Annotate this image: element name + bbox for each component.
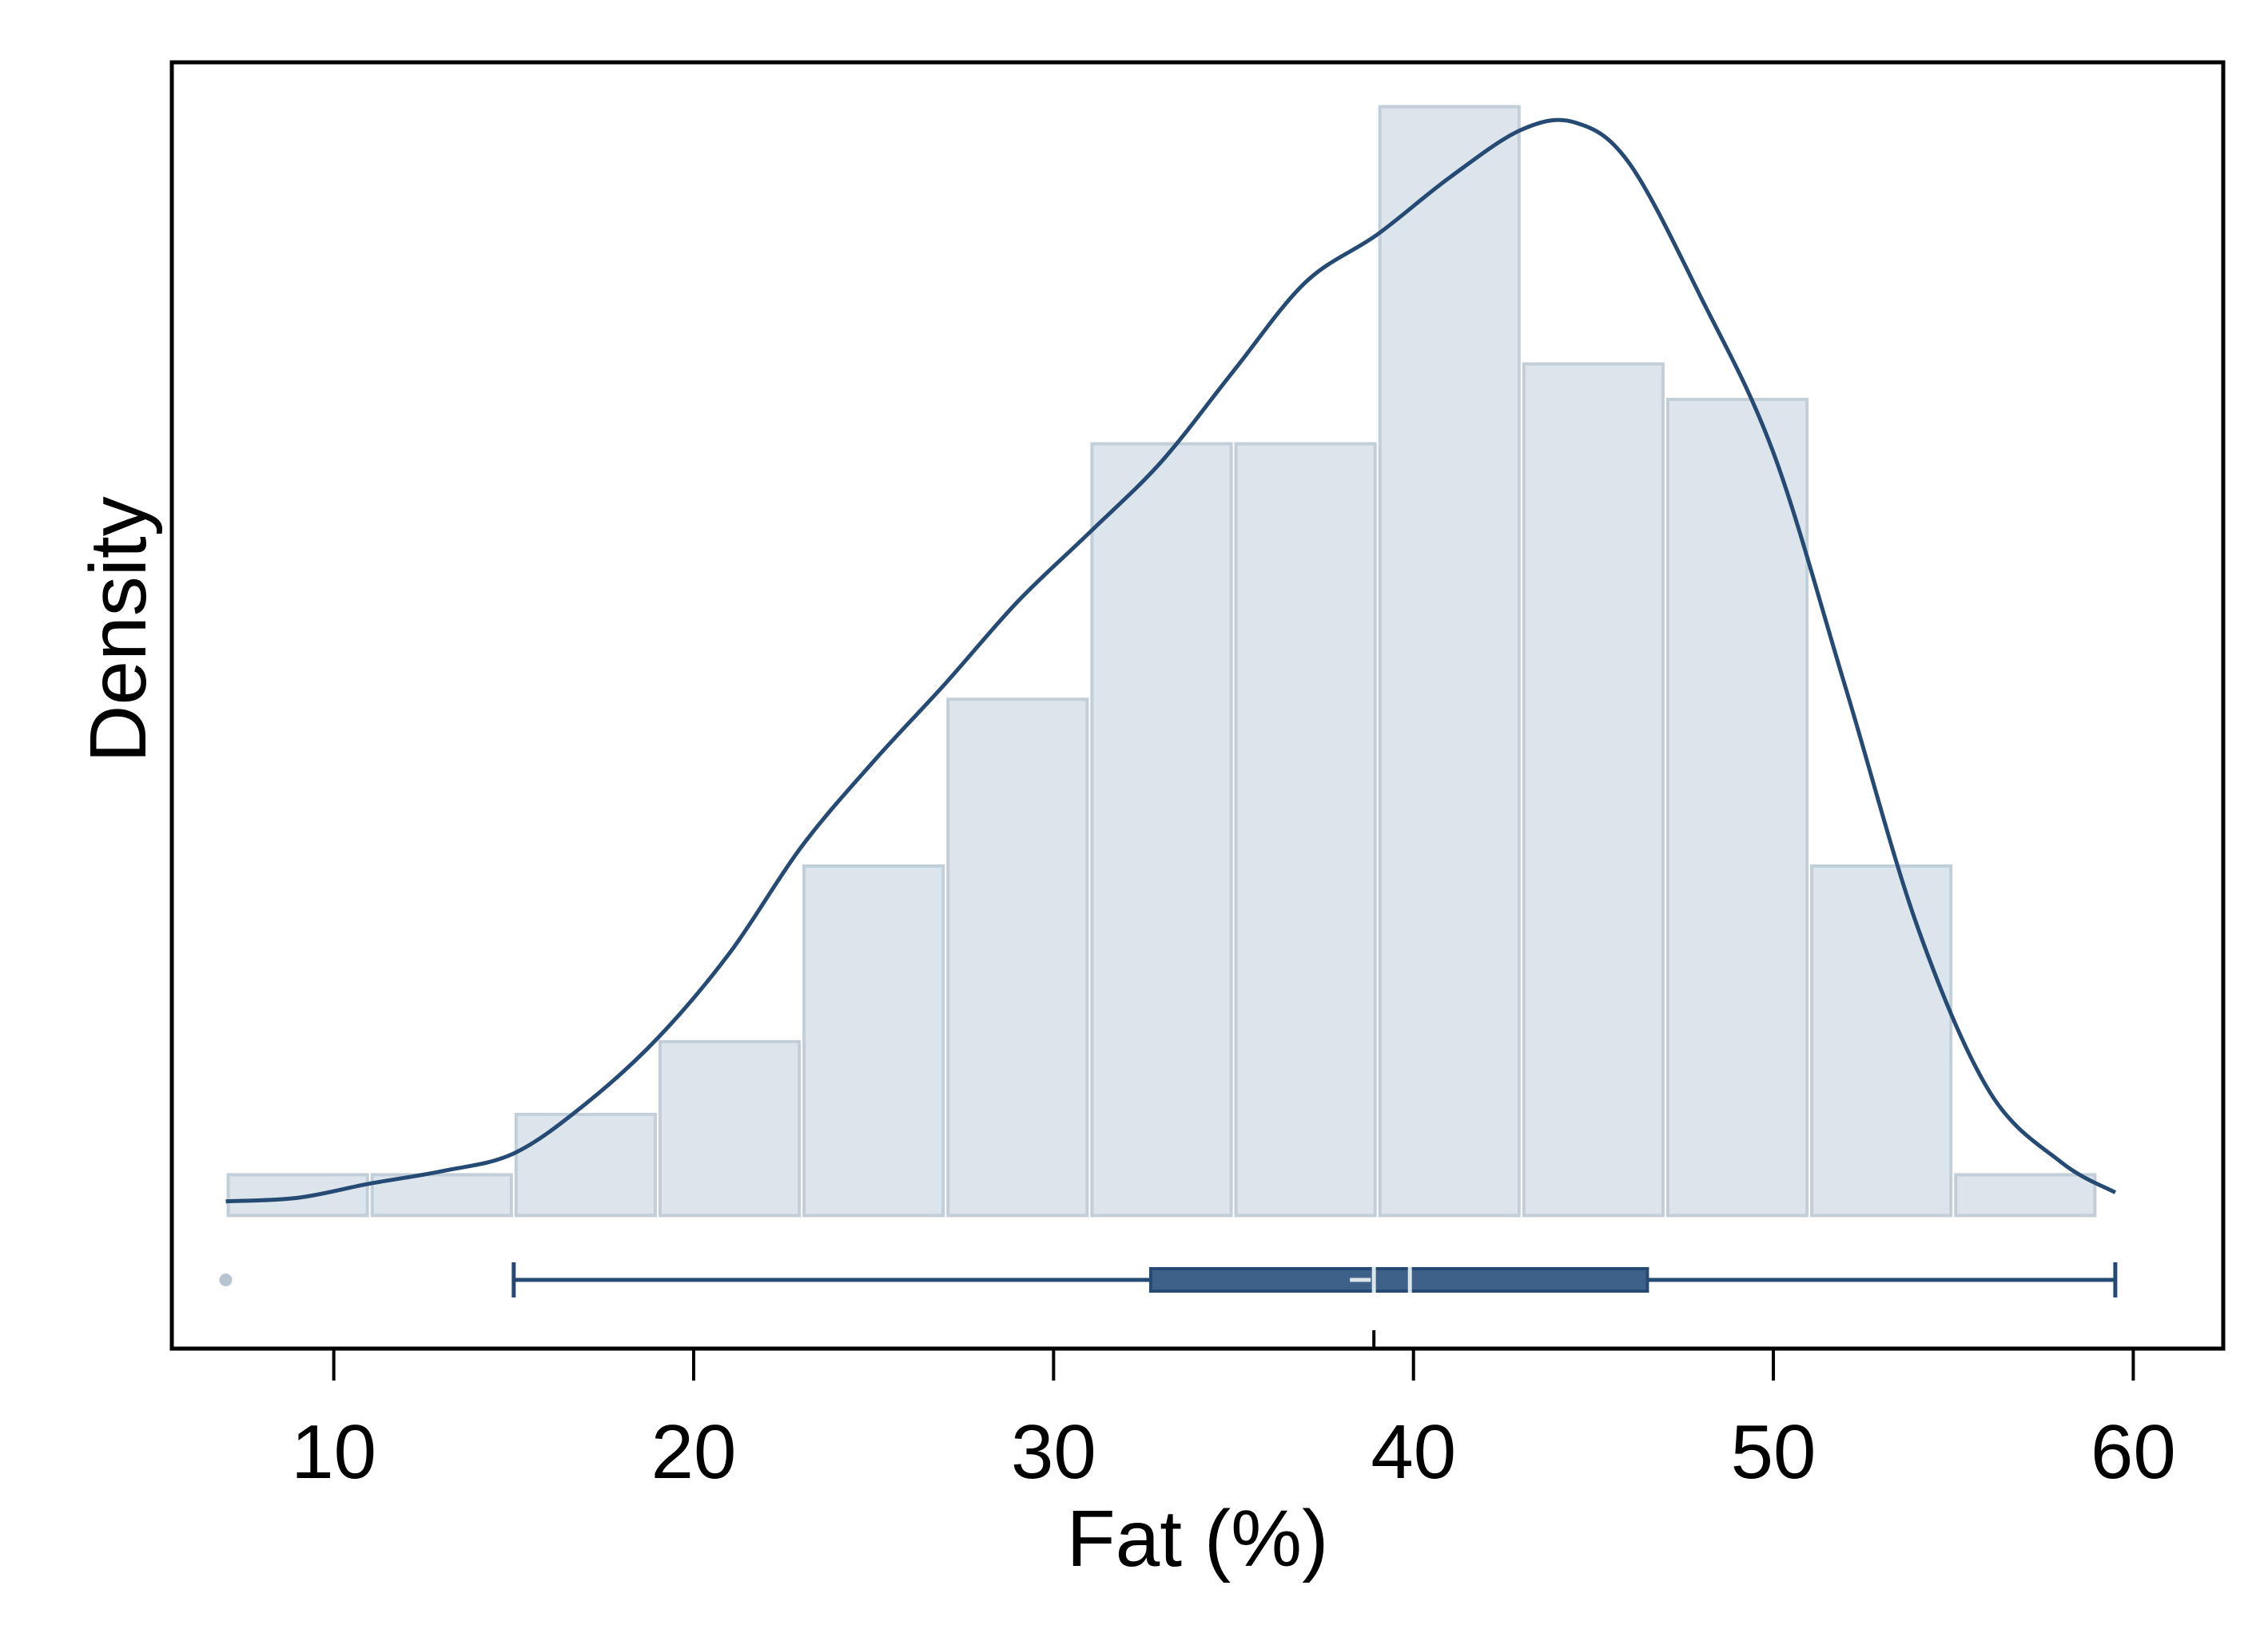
plot-frame: [169, 60, 2226, 1351]
histogram-bar: [514, 1112, 657, 1218]
histogram-bar: [1090, 442, 1233, 1218]
boxplot-box: [1148, 1267, 1649, 1293]
kde-curve: [225, 117, 2117, 1204]
histogram-bar: [1378, 105, 1521, 1218]
histogram-bar: [1522, 362, 1665, 1218]
x-tick-label: 60: [2091, 1409, 2176, 1495]
x-axis-label: Fat (%): [1067, 1494, 1329, 1583]
boxplot: [219, 1262, 2118, 1350]
histogram-bars: [226, 105, 2097, 1218]
histogram-bar: [226, 1173, 369, 1218]
x-tick-label: 50: [1731, 1409, 1816, 1495]
histogram-bar: [1810, 864, 1953, 1218]
x-axis: 10 20 30 40 50 60: [291, 1349, 2176, 1495]
histogram-bar: [1665, 397, 1809, 1218]
histogram-bar: [1234, 442, 1377, 1218]
x-tick-label: 10: [291, 1409, 376, 1495]
x-tick-label: 40: [1371, 1409, 1456, 1495]
boxplot-outlier: [219, 1274, 233, 1286]
histogram-bar: [658, 1039, 802, 1218]
histogram-bar: [1954, 1173, 2097, 1218]
y-axis-label: Density: [74, 496, 163, 762]
histogram-bar: [370, 1173, 513, 1218]
x-tick-label: 20: [651, 1409, 737, 1495]
x-tick-label: 30: [1011, 1409, 1096, 1495]
histogram-bar: [946, 697, 1089, 1218]
histogram-bar: [802, 864, 945, 1218]
